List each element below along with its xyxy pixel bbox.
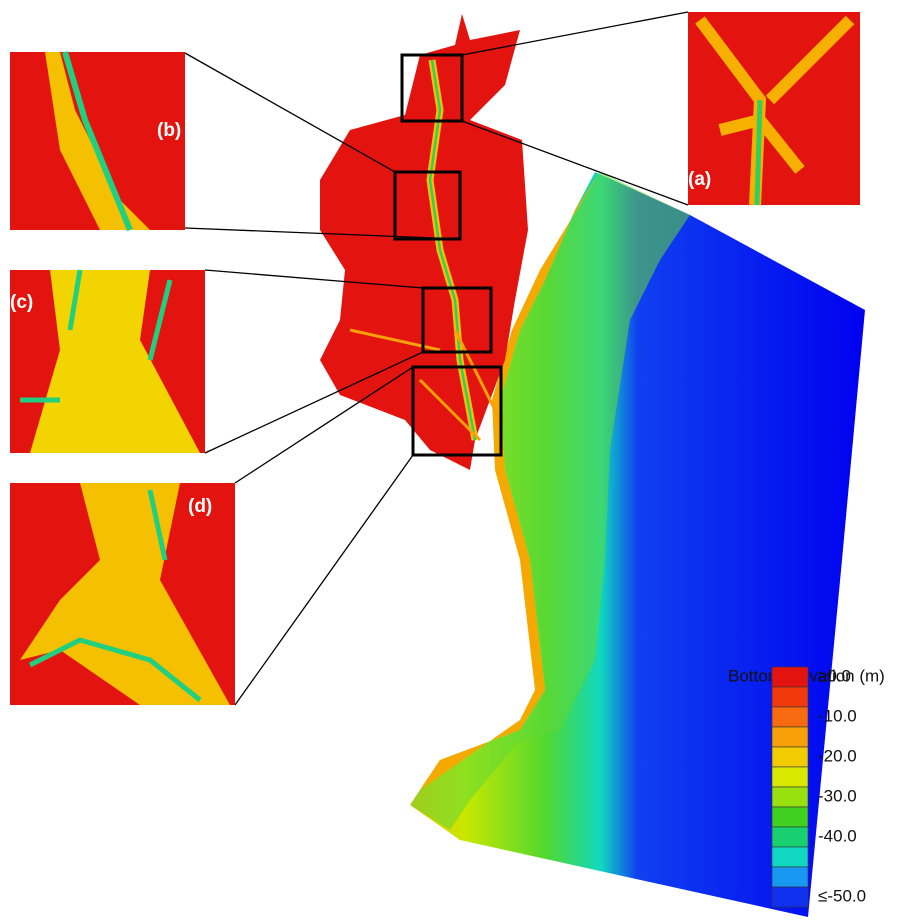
legend-swatch: [772, 767, 808, 787]
legend-swatch: [772, 687, 808, 707]
inset-label: (b): [157, 120, 181, 141]
legend-swatch: [772, 807, 808, 827]
figure: (a) (b) (c) (d) Bottom elevation (m) ≥0.…: [0, 0, 907, 917]
inset-a: (a): [688, 12, 860, 205]
inset-b: (b): [10, 52, 185, 230]
legend-label: -20.0: [818, 746, 857, 765]
inset-c: (c): [10, 270, 205, 453]
legend-label: -10.0: [818, 706, 857, 725]
legend-swatch: [772, 847, 808, 867]
legend-swatch: [772, 667, 808, 687]
inset-label: (c): [10, 292, 33, 313]
legend-swatch: [772, 887, 808, 907]
legend-label: ≥0.0: [818, 666, 851, 685]
legend-swatch: [772, 727, 808, 747]
inset-d: (d): [10, 483, 235, 705]
legend-label: ≤-50.0: [818, 886, 866, 905]
legend-label: -30.0: [818, 786, 857, 805]
legend-swatch: [772, 747, 808, 767]
legend-swatch: [772, 707, 808, 727]
legend-label: -40.0: [818, 826, 857, 845]
inset-label: (a): [688, 169, 711, 190]
inset-label: (d): [188, 496, 212, 517]
legend-swatch: [772, 827, 808, 847]
legend-swatch: [772, 867, 808, 887]
legend-swatch: [772, 787, 808, 807]
